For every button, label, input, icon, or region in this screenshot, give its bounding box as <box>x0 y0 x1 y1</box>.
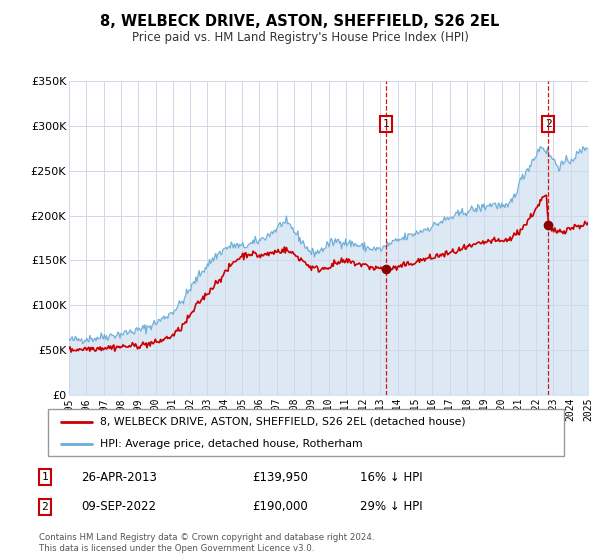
Text: 2: 2 <box>41 502 49 512</box>
Text: 8, WELBECK DRIVE, ASTON, SHEFFIELD, S26 2EL (detached house): 8, WELBECK DRIVE, ASTON, SHEFFIELD, S26 … <box>100 417 465 427</box>
Text: 16% ↓ HPI: 16% ↓ HPI <box>360 470 422 484</box>
Text: Price paid vs. HM Land Registry's House Price Index (HPI): Price paid vs. HM Land Registry's House … <box>131 31 469 44</box>
Text: 1: 1 <box>383 119 389 129</box>
Text: 26-APR-2013: 26-APR-2013 <box>81 470 157 484</box>
Text: £139,950: £139,950 <box>252 470 308 484</box>
Text: 1: 1 <box>41 472 49 482</box>
Text: This data is licensed under the Open Government Licence v3.0.: This data is licensed under the Open Gov… <box>39 544 314 553</box>
Text: HPI: Average price, detached house, Rotherham: HPI: Average price, detached house, Roth… <box>100 438 362 449</box>
Text: 8, WELBECK DRIVE, ASTON, SHEFFIELD, S26 2EL: 8, WELBECK DRIVE, ASTON, SHEFFIELD, S26 … <box>100 14 500 29</box>
Text: £190,000: £190,000 <box>252 500 308 514</box>
Text: 2: 2 <box>545 119 551 129</box>
Text: 09-SEP-2022: 09-SEP-2022 <box>81 500 156 514</box>
Text: 29% ↓ HPI: 29% ↓ HPI <box>360 500 422 514</box>
Text: Contains HM Land Registry data © Crown copyright and database right 2024.: Contains HM Land Registry data © Crown c… <box>39 533 374 542</box>
